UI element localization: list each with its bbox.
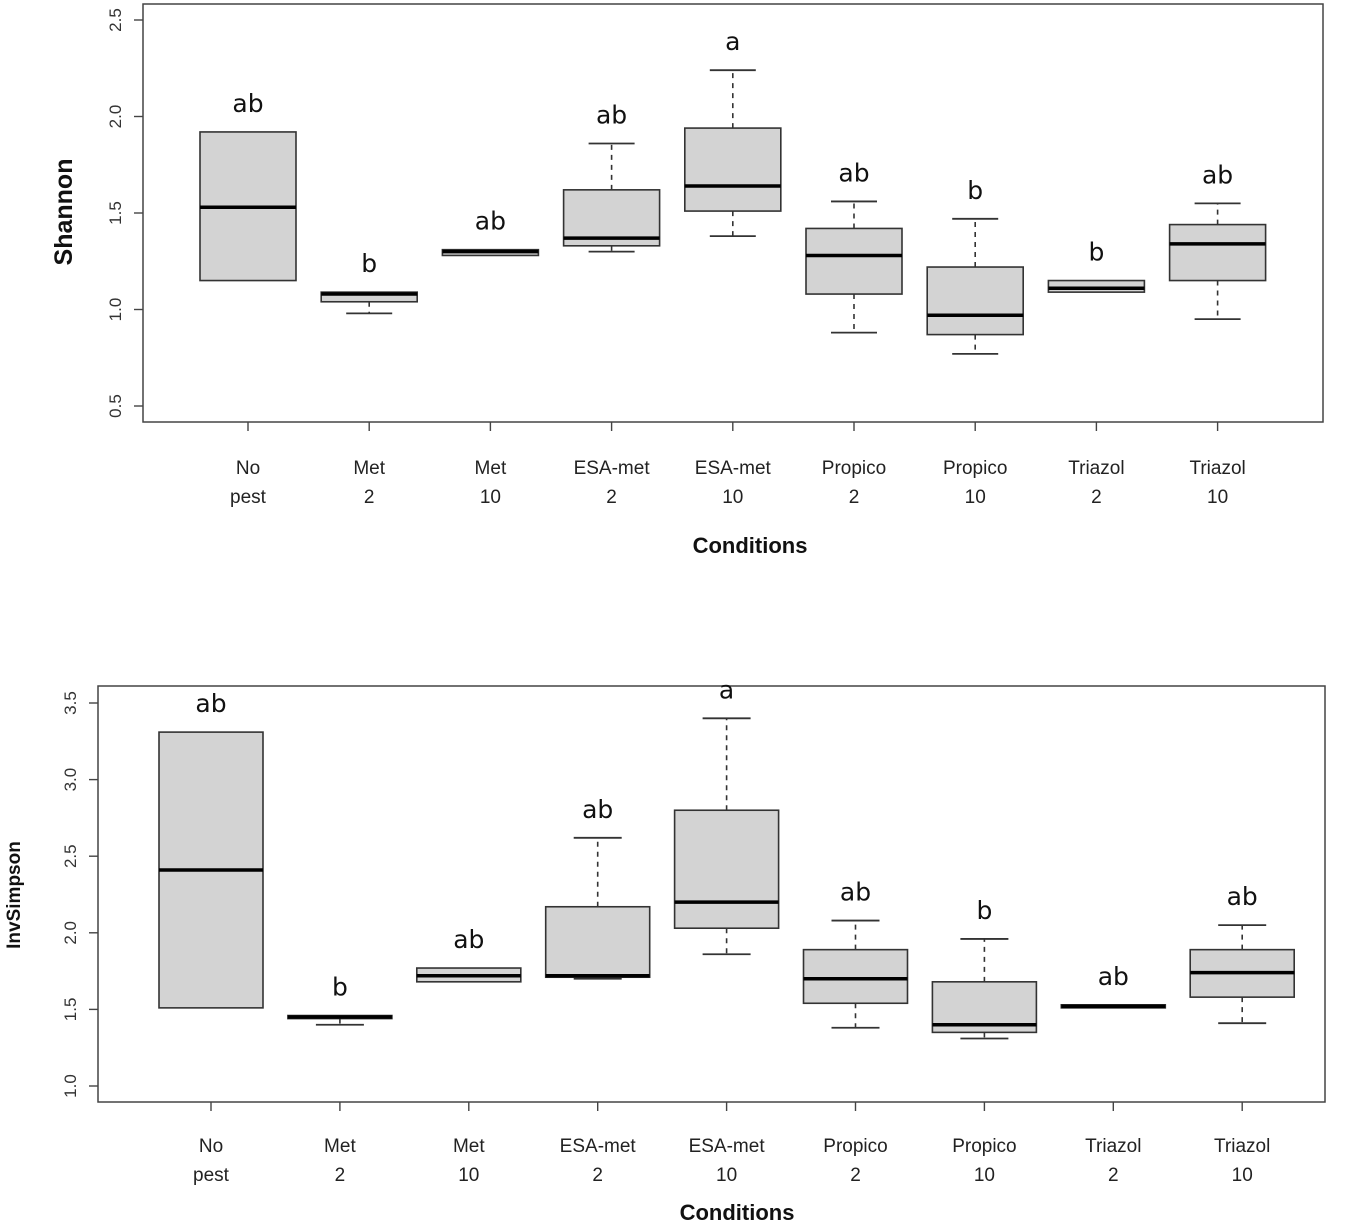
significance-label: ab xyxy=(840,878,871,907)
x-category-label: Propico xyxy=(823,1136,887,1157)
significance-label: b xyxy=(1088,238,1104,267)
x-category-label: ESA-met xyxy=(689,1136,766,1157)
x-category-label: 2 xyxy=(335,1165,346,1186)
box xyxy=(544,905,651,979)
x-category-label: 2 xyxy=(850,1165,861,1186)
x-category-label: Triazol xyxy=(1214,1136,1270,1157)
plot-frame xyxy=(97,685,1326,1103)
x-category-label: 10 xyxy=(1232,1165,1253,1186)
y-axis-title: Shannon xyxy=(50,159,78,266)
x-category-label: 2 xyxy=(592,1165,603,1186)
x-category-label: 10 xyxy=(965,487,986,508)
x-category-label: 2 xyxy=(1108,1165,1119,1186)
x-category-label: 2 xyxy=(1091,487,1102,508)
x-category-label: Propico xyxy=(822,458,886,479)
significance-label: ab xyxy=(1098,962,1129,991)
x-category-label: Triazol xyxy=(1189,458,1245,479)
box xyxy=(320,291,419,303)
significance-label: b xyxy=(976,896,992,925)
x-category-label: pest xyxy=(193,1165,230,1186)
y-tick-label: 2.5 xyxy=(61,844,80,868)
significance-label: ab xyxy=(475,207,506,236)
x-axis-title: Conditions xyxy=(693,533,808,558)
y-tick-label: 3.5 xyxy=(61,691,80,715)
invsimpson-boxplot: 1.0 1.5 2.0 2.5 3.0 3.5 InvSimpson Conditions No… xyxy=(0,655,1355,1227)
x-category-label: Propico xyxy=(952,1136,1016,1157)
x-category-label: 10 xyxy=(722,487,743,508)
x-axis-title: Conditions xyxy=(680,1200,795,1225)
y-tick-label: 1.5 xyxy=(106,201,125,225)
y-tick-label: 0.5 xyxy=(106,394,125,418)
significance-label: b xyxy=(967,176,983,205)
box xyxy=(802,948,909,1005)
significance-label: ab xyxy=(1202,160,1233,189)
x-category-label: 10 xyxy=(480,487,501,508)
shannon-boxplot: 0.5 1.0 1.5 2.0 2.5 Shannon Conditions No pest ab… xyxy=(0,0,1355,575)
x-category-label: 10 xyxy=(458,1165,479,1186)
y-tick-label: 2.0 xyxy=(61,921,80,945)
significance-label: ab xyxy=(596,101,627,130)
x-category-label: ESA-met xyxy=(695,458,772,479)
box xyxy=(926,266,1025,336)
x-category-label: 2 xyxy=(849,487,860,508)
x-category-label: Propico xyxy=(943,458,1007,479)
x-category-label: Met xyxy=(453,1136,485,1157)
y-tick-label: 2.5 xyxy=(106,8,125,32)
x-category-label: Triazol xyxy=(1068,458,1124,479)
significance-label: ab xyxy=(1227,882,1258,911)
significance-label: ab xyxy=(838,158,869,187)
significance-label: b xyxy=(361,249,377,278)
box xyxy=(683,127,782,212)
significance-label: ab xyxy=(232,89,263,118)
x-category-label: ESA-met xyxy=(574,458,651,479)
x-category-label: 10 xyxy=(1207,487,1228,508)
x-category-label: No xyxy=(236,458,260,479)
significance-label: a xyxy=(719,675,734,704)
x-category-label: 2 xyxy=(364,487,375,508)
y-tick-label: 1.0 xyxy=(106,298,125,322)
box xyxy=(1168,223,1267,282)
x-category-label: No xyxy=(199,1136,223,1157)
x-category-label: Met xyxy=(475,458,507,479)
significance-label: ab xyxy=(582,795,613,824)
box xyxy=(1047,279,1146,293)
y-axis-title: InvSimpson xyxy=(4,841,25,949)
significance-label: ab xyxy=(195,689,226,718)
box xyxy=(805,227,903,295)
x-category-label: pest xyxy=(230,487,267,508)
x-category-label: Triazol xyxy=(1085,1136,1141,1157)
box xyxy=(673,809,780,930)
invsimpson-chart-svg: 1.0 1.5 2.0 2.5 3.0 3.5 InvSimpson Conditions No… xyxy=(4,675,1326,1225)
x-category-label: 2 xyxy=(606,487,617,508)
x-category-label: 10 xyxy=(716,1165,737,1186)
y-tick-label: 1.0 xyxy=(61,1074,80,1098)
x-category-label: 10 xyxy=(974,1165,995,1186)
significance-label: a xyxy=(725,27,740,56)
shannon-chart-svg: 0.51.01.52.02.5ShannonConditionsNopestab… xyxy=(50,3,1324,558)
significance-label: ab xyxy=(453,925,484,954)
significance-label: b xyxy=(332,973,348,1002)
y-tick-label: 1.5 xyxy=(61,998,80,1022)
y-tick-label: 3.0 xyxy=(61,768,80,792)
x-category-label: Met xyxy=(353,458,385,479)
x-category-label: ESA-met xyxy=(560,1136,637,1157)
y-tick-label: 2.0 xyxy=(106,105,125,129)
x-category-label: Met xyxy=(324,1136,356,1157)
